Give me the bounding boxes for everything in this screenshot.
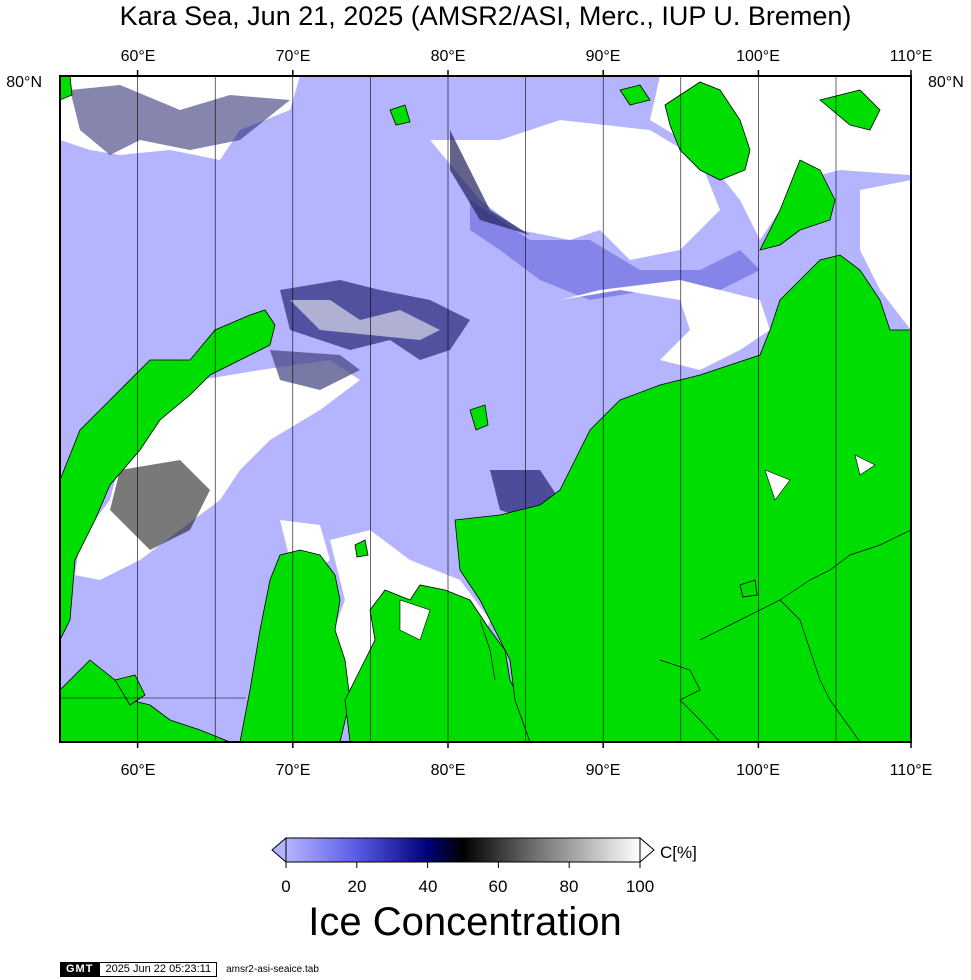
lon-label-bottom: 60°E [121, 762, 156, 779]
map-frame [59, 75, 912, 743]
lon-label-bottom: 80°E [431, 762, 466, 779]
lon-label-top: 110°E [890, 48, 933, 65]
colorbar-tick-label: 40 [419, 877, 438, 896]
colorbar-high-arrow [639, 836, 655, 864]
colorbar-tick-label: 100 [626, 877, 654, 896]
lon-label-bottom: 100°E [736, 762, 780, 779]
colorbar-tick-label: 60 [489, 877, 508, 896]
lon-label-bottom: 90°E [586, 762, 621, 779]
lon-label-bottom: 110°E [890, 762, 933, 779]
graticule [60, 76, 837, 742]
colorbar-tick-label: 80 [560, 877, 579, 896]
gmt-timestamp-stamp: GMT 2025 Jun 22 05:23:11 amsr2-asi-seaic… [60, 962, 319, 977]
gmt-logo: GMT [60, 962, 100, 977]
lon-label-top: 60°E [121, 48, 156, 65]
rivers [479, 529, 911, 742]
filename: amsr2-asi-seaice.tab [226, 964, 319, 975]
colorbar: 0 20 40 60 80 100 C[%] [271, 836, 697, 896]
axis-ticks [136, 70, 912, 748]
lon-label-top: 90°E [586, 48, 621, 65]
lon-label-top: 70°E [276, 48, 311, 65]
colorbar-low-arrow [271, 836, 287, 864]
lat-label-right: 80°N [928, 74, 964, 91]
sea-ice-areas [60, 76, 911, 720]
inland-water [399, 454, 876, 641]
colorbar-unit-label: C[%] [660, 843, 697, 862]
land-areas [60, 76, 911, 742]
lat-label-left: 80°N [6, 74, 42, 91]
timestamp: 2025 Jun 22 05:23:11 [99, 962, 218, 977]
lon-label-top: 80°E [431, 48, 466, 65]
colorbar-title: Ice Concentration [308, 900, 622, 944]
lon-label-top: 100°E [736, 48, 780, 65]
colorbar-tick-label: 20 [348, 877, 367, 896]
colorbar-gradient [285, 837, 641, 863]
map-title: Kara Sea, Jun 21, 2025 (AMSR2/ASI, Merc.… [119, 1, 852, 31]
lon-label-bottom: 70°E [276, 762, 311, 779]
colorbar-tick-label: 0 [281, 877, 290, 896]
